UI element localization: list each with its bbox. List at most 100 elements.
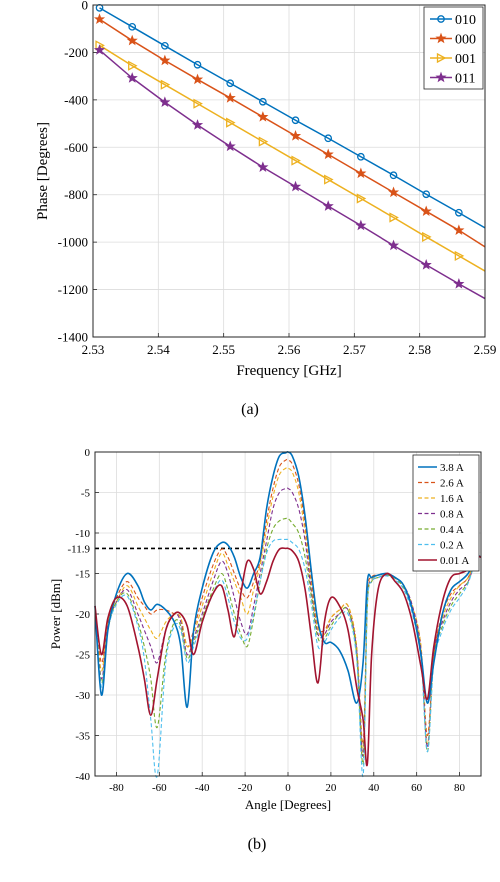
power-x-tick-label: -20 — [238, 782, 253, 794]
power-x-tick-label: -40 — [195, 782, 210, 794]
phase-point-001 — [454, 250, 465, 261]
phase-legend-label: 011 — [455, 72, 475, 87]
power-legend-label: 0.8 A — [440, 509, 464, 521]
phase-legend-box — [423, 6, 484, 90]
phase-point-010 — [259, 97, 267, 106]
phase-chart: 2.53 2.54 2.55 2.56 2.57 2.58 2.59 0 -200 -400 -60… — [35, 0, 496, 418]
phase-point-011 — [355, 219, 367, 231]
phase-x-tick-label: 2.54 — [147, 342, 170, 357]
power-x-tick-label: 40 — [368, 782, 380, 794]
power-axes-box — [94, 451, 482, 777]
phase-legend-marker — [436, 52, 447, 64]
power-x-tick-label: 0 — [285, 782, 291, 794]
reference-line-group: -11.9 — [67, 543, 261, 555]
phase-point-011 — [453, 278, 465, 289]
power-series-line-0_8A — [94, 487, 482, 757]
phase-legend-marker — [435, 32, 447, 44]
phase-point-001 — [422, 231, 432, 243]
phase-legend-marker — [437, 15, 445, 23]
phase-point-001 — [160, 79, 171, 90]
phase-x-tick-label: 2.57 — [343, 342, 366, 357]
power-y-tick-label: -15 — [75, 569, 90, 581]
power-y-tick-label: -20 — [75, 609, 90, 621]
power-legend-label: 0.2 A — [440, 540, 464, 552]
phase-point-010 — [324, 134, 333, 143]
phase-point-000 — [322, 148, 334, 160]
phase-point-010 — [128, 22, 137, 31]
phase-point-000 — [93, 13, 106, 24]
phase-point-001 — [356, 193, 367, 204]
phase-point-010 — [357, 152, 365, 161]
phase-point-011 — [191, 119, 204, 130]
phase-point-001 — [389, 212, 399, 223]
phase-point-000 — [191, 73, 204, 85]
phase-y-tick-label: -400 — [64, 92, 88, 107]
phase-point-011 — [322, 200, 334, 211]
phase-x-tick-label: 2.56 — [278, 342, 301, 357]
phase-legend: 010 000 001 011 — [423, 6, 484, 90]
power-y-tick-label: -40 — [75, 771, 90, 783]
phase-point-000 — [453, 224, 465, 236]
power-x-tick-label: -60 — [152, 782, 167, 794]
phase-legend-label: 000 — [455, 33, 476, 48]
phase-legend-marker — [435, 71, 447, 83]
power-y-tick-label: -10 — [75, 528, 90, 540]
phase-point-011 — [387, 239, 400, 251]
phase-series-line-001 — [99, 44, 486, 272]
phase-point-000 — [289, 130, 302, 141]
power-legend-label: 0.4 A — [440, 524, 464, 536]
phase-point-001 — [258, 136, 269, 147]
phase-x-axis-label: Frequency [GHz] — [236, 363, 341, 379]
power-series-line-0_01A — [94, 547, 482, 767]
phase-point-000 — [224, 92, 236, 103]
phase-series-group — [93, 3, 486, 300]
power-y-axis-label: Power [dBm] — [48, 579, 63, 649]
phase-legend-label: 001 — [455, 52, 476, 67]
phase-point-010 — [291, 116, 300, 125]
phase-y-tick-label: -600 — [64, 140, 88, 155]
power-x-tick-label: 80 — [454, 782, 466, 794]
phase-point-000 — [126, 34, 138, 46]
phase-y-tick-label: -1200 — [58, 282, 88, 297]
power-legend: 3.8 A 2.6 A 1.6 A 0.8 A 0.4 A 0.2 A 0.01 A — [412, 454, 480, 572]
power-y-tick-label: -35 — [75, 731, 90, 743]
phase-point-001 — [226, 117, 236, 128]
phase-y-tick-label: -1000 — [58, 235, 88, 250]
phase-point-010 — [161, 41, 169, 50]
phase-point-011 — [420, 259, 432, 270]
phase-x-tick-label: 2.59 — [474, 342, 497, 357]
phase-point-000 — [257, 111, 269, 122]
phase-point-011 — [93, 44, 106, 55]
power-legend-label: 1.6 A — [440, 493, 464, 505]
phase-axes-box — [92, 4, 486, 338]
reference-line-label: -11.9 — [67, 543, 90, 555]
phase-point-001 — [291, 155, 301, 166]
phase-point-011 — [257, 161, 269, 172]
phase-point-010 — [226, 79, 235, 88]
phase-point-010 — [193, 60, 202, 69]
power-tick-labels: -80 -60 -40 -20 0 20 40 60 80 0 -5 -10 -15 -20 -25 -30 -… — [75, 447, 465, 794]
power-y-tick-label: 0 — [85, 447, 91, 459]
phase-point-001 — [128, 60, 138, 71]
phase-y-tick-label: -800 — [64, 187, 88, 202]
caption-a: (a) — [241, 401, 259, 418]
power-y-tick-label: -5 — [81, 488, 91, 500]
power-legend-box — [412, 454, 480, 572]
phase-x-tick-label: 2.58 — [408, 342, 431, 357]
phase-point-011 — [126, 72, 138, 83]
power-chart: -11.9 -80 -60 -40 -20 0 20 40 60 800-5-10-15-20-… — [48, 447, 482, 853]
phase-point-010 — [389, 171, 398, 180]
phase-point-000 — [355, 167, 367, 179]
power-legend-label: 0.01 A — [440, 555, 469, 567]
phase-y-tick-label: 0 — [82, 0, 89, 13]
power-legend-label: 3.8 A — [440, 462, 464, 474]
phase-y-tick-label: -1400 — [58, 330, 88, 345]
caption-b: (b) — [248, 836, 267, 853]
power-x-tick-label: 20 — [325, 782, 337, 794]
phase-point-000 — [420, 205, 432, 217]
phase-point-011 — [289, 180, 302, 192]
phase-series-line-010 — [99, 7, 486, 229]
power-y-tick-label: -30 — [75, 690, 90, 702]
power-legend-label: 2.6 A — [440, 478, 464, 490]
